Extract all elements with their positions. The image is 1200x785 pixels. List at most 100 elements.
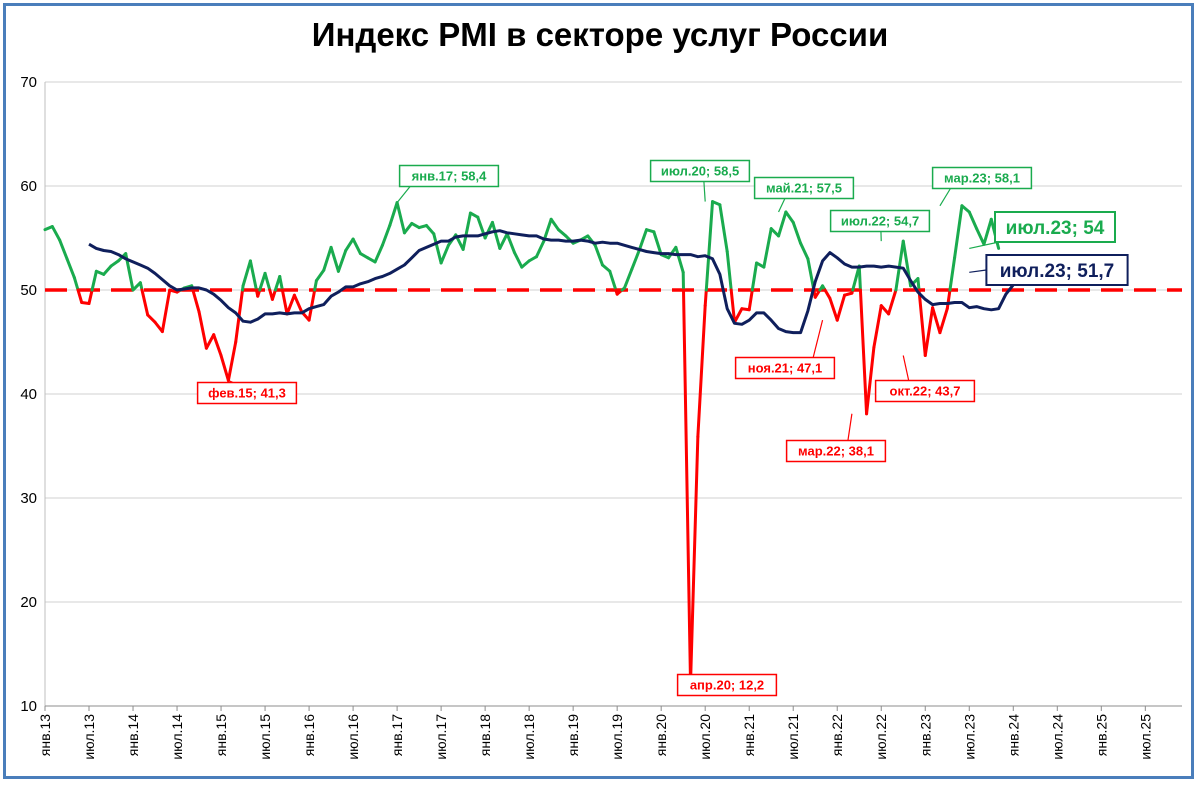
y-tick-label: 50 [20,282,37,299]
pmi-line-segment [388,201,399,228]
pmi-line-segment [90,269,98,292]
pmi-line-segment [948,256,957,292]
pmi-line-segment [806,257,816,292]
x-tick-label: июл.14 [169,714,185,760]
annotation-label: июл.23; 51,7 [1000,261,1115,282]
annotation-box [829,209,931,233]
x-tick-label: янв.22 [829,714,845,756]
x-tick-label: янв.13 [37,714,53,756]
pmi-line-segment [858,288,869,416]
pmi-line-segment [380,224,392,247]
pmi-line-segment [344,237,355,252]
pmi-line-segment [725,250,733,292]
pmi-line-segment [204,333,216,350]
annotation-leader [902,355,910,381]
pmi-line-segment [703,288,708,308]
pmi-line-segment [975,227,986,246]
x-tick-label: июл.22 [873,714,889,760]
pmi-line-segment [542,217,553,243]
pmi-line-segment [623,267,634,290]
y-tick-label: 10 [20,698,37,715]
pmi-line-segment [146,313,157,324]
pmi-line-segment [160,288,172,334]
trend-line [88,229,1043,335]
pmi-line-segment [791,220,803,245]
annotation-label: июл.20; 58,5 [661,164,739,179]
y-tick-label: 60 [20,178,37,195]
pmi-line-segment [894,239,905,292]
pmi-line-segment [191,288,201,314]
pmi-line-segment [704,200,715,292]
pmi-line-segment [197,310,208,350]
pmi-line-segment [329,245,340,273]
x-tick-label: янв.14 [125,714,141,756]
x-tick-label: янв.20 [653,714,669,756]
annotation-label: май.21; 57,5 [766,181,842,196]
pmi-line-segment [777,210,788,238]
pmi-line-segment [102,264,113,276]
pmi-line-segment [219,354,230,382]
pmi-line-segment [212,333,223,358]
pmi-line-segment [76,288,84,304]
x-tick-label: июл.23 [961,714,977,760]
pmi-line-segment [879,304,891,316]
x-tick-label: янв.21 [741,714,757,756]
pmi-line-segment [322,245,333,272]
pmi-line-segment [769,227,781,238]
pmi-line-segment [931,306,942,335]
pmi-line-segment [799,241,810,261]
x-tick-label: янв.18 [477,714,493,756]
pmi-line-segment [982,217,993,246]
y-tick-label: 30 [20,490,37,507]
pmi-line-segment [608,269,618,292]
pmi-line-segment [652,230,663,257]
pmi-line-segment [402,221,414,235]
pmi-line-segment [689,435,700,685]
annotation-label: мар.23; 58,1 [944,171,1020,186]
pmi-line-segment [630,248,641,271]
pmi-line-segment [729,288,737,324]
pmi-line-segment [270,288,277,301]
pmi-line-segment [750,261,759,292]
y-tick-label: 40 [20,386,37,403]
pmi-line-segment [828,296,839,322]
x-tick-label: июл.17 [433,714,449,760]
annotation-box [753,176,855,200]
pmi-line-segment [263,271,272,292]
pmi-line-segment [461,211,472,251]
pmi-line-segment [65,257,76,280]
annotation-box [196,381,298,405]
pmi-line-segment [667,245,678,260]
pmi-line-segment [857,264,862,292]
pmi-line-segment [278,274,284,292]
pmi-line-segment [784,210,795,224]
pmi-line-segment [490,220,502,250]
x-tick-label: янв.23 [917,714,933,756]
pmi-line-segment [424,224,436,236]
pmi-line-segment [498,232,509,250]
annotation-label: июл.23; 54 [1006,218,1105,239]
pmi-line-segment [226,340,238,382]
annotation-label: мар.22; 38,1 [798,444,874,459]
pmi-line-segment [520,259,531,269]
pmi-line-segment [696,304,707,439]
pmi-line-segment [285,293,296,316]
x-tick-label: янв.25 [1093,714,1109,756]
annotation-label: янв.17; 58,4 [412,169,488,184]
pmi-line-segment [637,228,649,252]
annotation-leader [812,320,824,358]
pmi-line-segment [945,288,952,311]
annotation-box [994,211,1116,243]
annotation-box [985,254,1129,286]
annotation-leader [939,188,951,207]
pmi-line-segment [674,245,685,274]
annotation-box [398,164,500,188]
pmi-line-segment [313,279,318,292]
x-tick-label: янв.19 [565,714,581,756]
pmi-line-segment [549,217,560,232]
annotation-box [676,673,778,697]
pmi-line-segment [872,304,883,349]
pmi-line-segment [512,251,524,269]
pmi-line-segment [483,220,494,240]
pmi-line-segment [307,288,317,322]
